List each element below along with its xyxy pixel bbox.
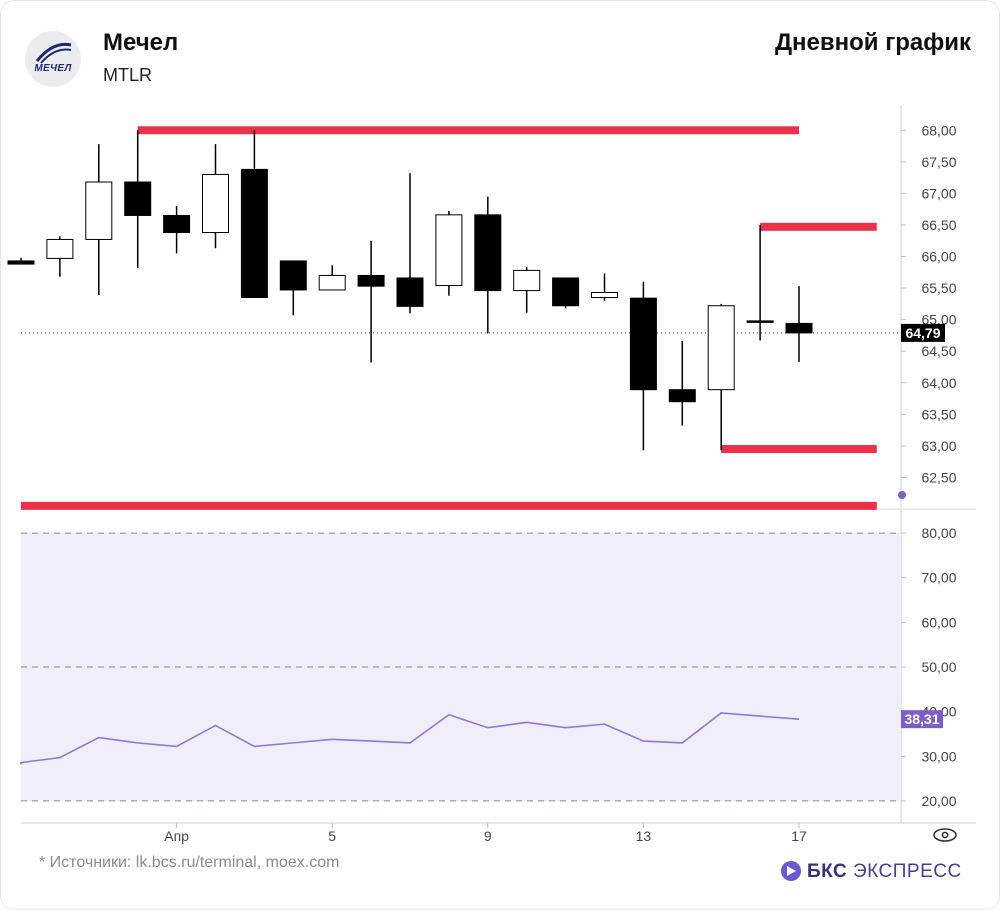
candle-body [7,260,35,265]
candles [7,130,813,451]
price-tick-label: 67,50 [921,154,956,170]
company-name: Мечел [103,29,179,56]
price-tick-label: 63,50 [921,406,956,422]
brand-rest: ЭКСПРЕСС [847,861,962,882]
candle [396,173,424,314]
candle-body [552,277,580,307]
candle [202,144,229,249]
candle [746,224,774,341]
candle [668,341,696,426]
candle-body [435,214,463,287]
ticker-symbol: MTLR [103,65,152,85]
candle [357,240,385,363]
candle-body [629,297,657,391]
brand-play-icon [781,861,801,881]
candle [513,267,541,313]
candle-body [279,260,307,291]
last-price-label: 64,79 [905,325,940,341]
company-logo: МЕЧЕЛ [25,31,81,87]
candle [46,236,74,277]
candle-body [396,277,424,307]
price-tick-label: 64,50 [921,343,956,359]
rsi-tick-label: 80,00 [921,525,956,541]
candle-body [668,389,696,403]
price-tick-label: 62,50 [921,469,956,485]
candle [85,144,113,296]
x-tick-label: Апр [164,828,189,844]
rsi-value-badge [901,710,943,729]
rsi-tick-label: 60,00 [921,614,956,630]
price-tick-label: 66,50 [921,217,956,233]
price-tick-label: 65,50 [921,280,956,296]
axis-labels: 62,50 63,00 63,50 64,00 64,50 65,00 65,50 66,00… [164,122,956,844]
x-tick-label: 9 [484,828,492,844]
candle-body [746,320,774,323]
rsi-tick-label: 20,00 [921,793,956,809]
candle-body [785,322,813,334]
price-tick-label: 63,00 [921,438,956,454]
rsi-line [20,712,800,765]
price-tick-label: 65,00 [921,312,956,328]
chart-canvas: 62,50 63,00 63,50 64,00 64,50 65,00 65,50 66,00… [7,105,976,844]
price-tick-label: 64,00 [921,375,956,391]
candle-body [707,305,735,391]
candle [124,130,152,268]
x-tick-label: 13 [636,828,652,844]
rsi-value-label: 38,31 [904,711,939,727]
candle [163,206,191,254]
x-tick-label: 5 [328,828,336,844]
candle [318,265,346,291]
price-level-line [721,445,877,454]
logo-arc-icon [35,42,72,64]
price-tick-label: 66,00 [921,249,956,265]
candle [474,196,502,334]
candle-body [46,238,74,259]
price-level-line [21,501,877,510]
rsi-tick-label: 50,00 [921,659,956,675]
alert-marker [898,491,906,499]
candle-body [513,269,541,292]
x-tick-label: 17 [791,828,807,844]
level-lines [21,126,877,510]
candle-body [357,274,385,287]
candle-body [591,291,618,299]
candle-body [202,173,229,234]
candle [435,211,463,296]
price-tick-label: 67,00 [921,185,956,201]
price-tick-label: 68,00 [921,122,956,138]
settings-eye-icon[interactable] [933,828,957,842]
candle-body [240,168,268,299]
candle-body [124,181,152,216]
logo-text: МЕЧЕЛ [34,63,72,74]
price-level-line [760,222,877,231]
candle [552,277,580,309]
chart-title: Дневной график [774,29,971,56]
rsi-tick-label: 70,00 [921,570,956,586]
rsi-panel [20,532,901,802]
candle-body [318,274,346,291]
candle [785,286,813,362]
last-price-badge [901,323,945,342]
data-source-note: * Источники: lk.bcs.ru/terminal, moex.co… [39,854,340,871]
candle [279,260,307,316]
candle [707,303,735,451]
candle-body [474,214,502,292]
candle-body [85,181,113,240]
candle [7,257,35,265]
rsi-tick-label: 30,00 [921,748,956,764]
candle [240,130,268,299]
candle-body [163,214,191,234]
brand-strong: БКС [807,861,848,882]
candle [629,281,657,451]
price-level-line [137,126,799,135]
candle [591,273,618,301]
